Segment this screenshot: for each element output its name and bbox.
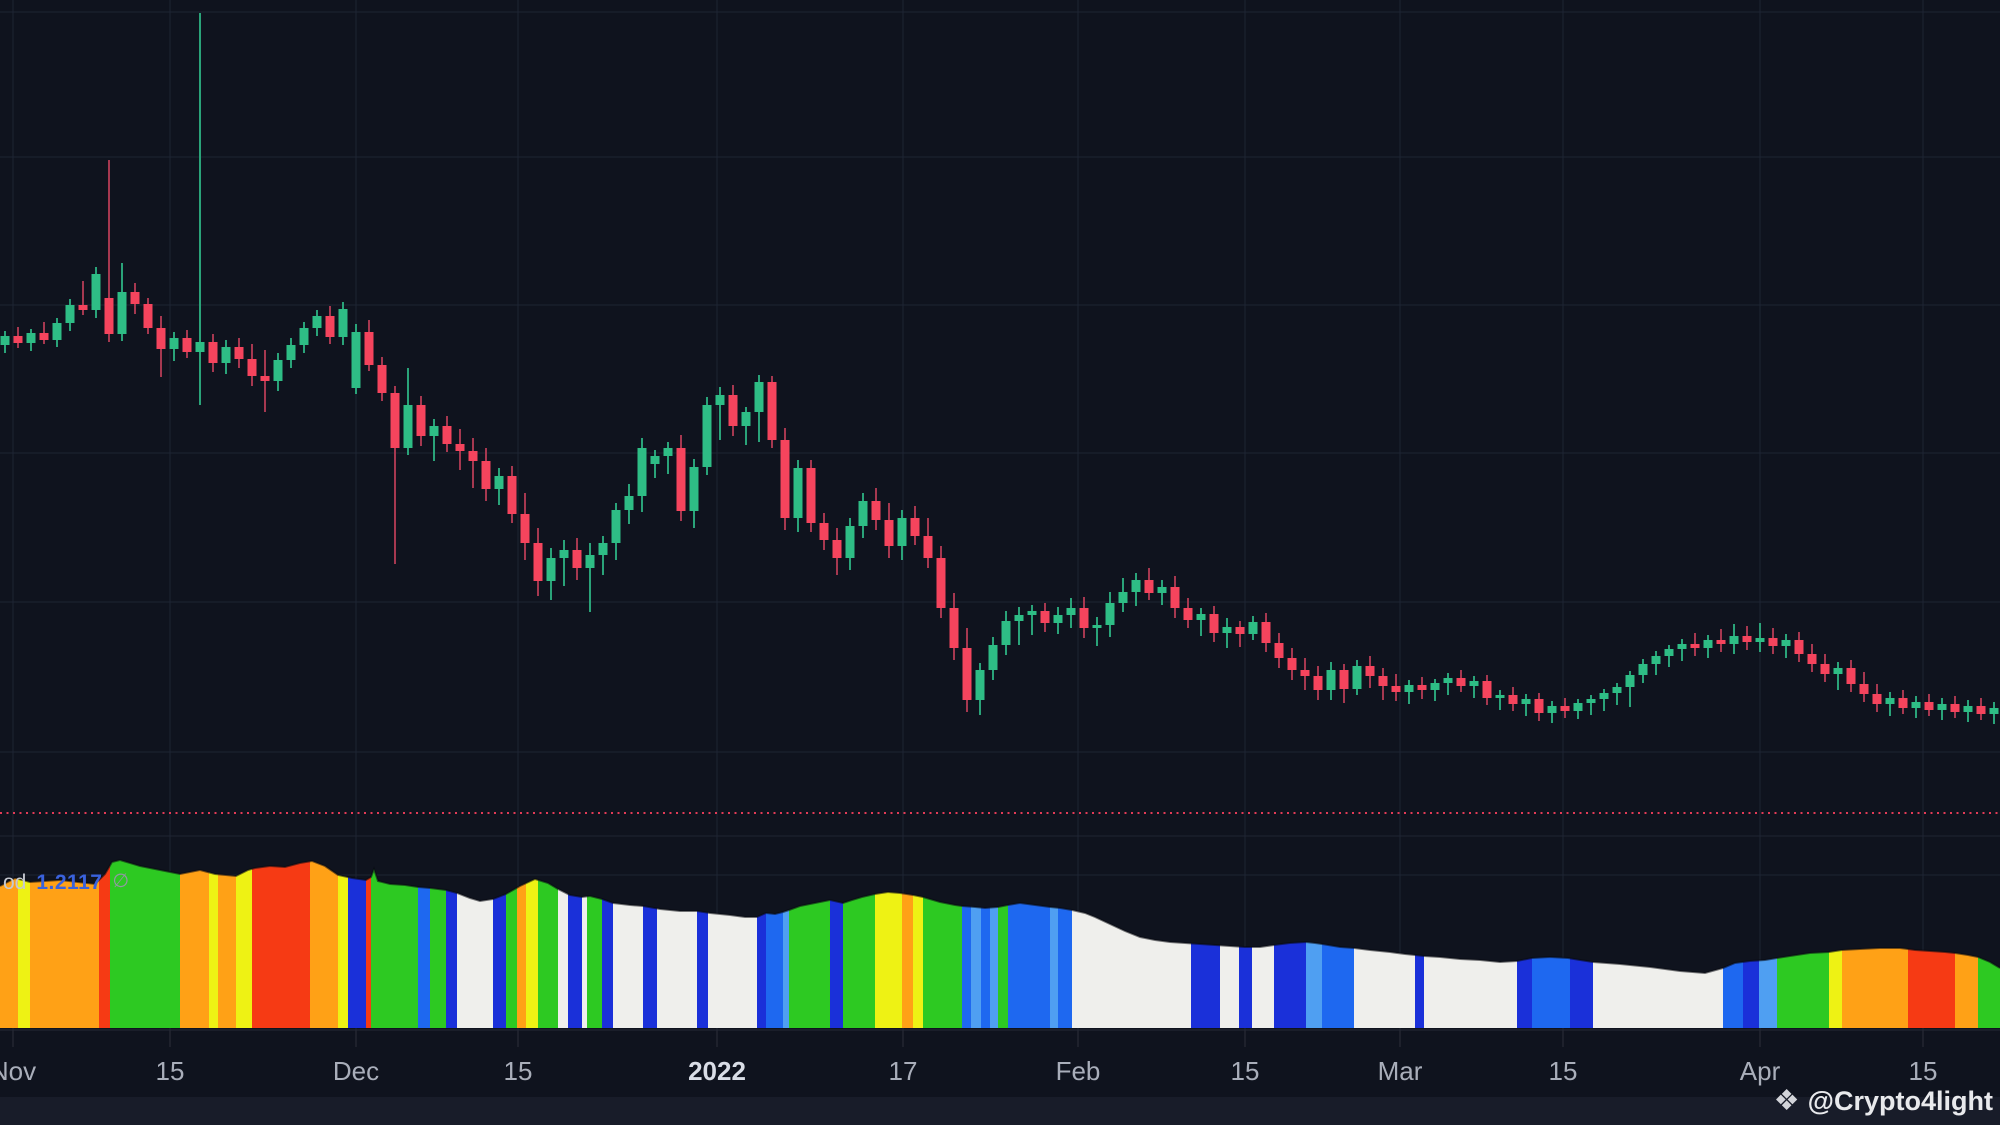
time-axis-label: Mar [1377, 1056, 1423, 1086]
watermark: ❖ @Crypto4light [1774, 1086, 1993, 1117]
four-diamonds-icon: ❖ [1773, 1085, 1800, 1117]
time-axis-label: 15 [1908, 1056, 1938, 1086]
candlestick-series [0, 13, 1999, 724]
time-axis-label: Nov [0, 1056, 37, 1086]
time-axis-label: 2022 [688, 1056, 746, 1086]
time-axis-label: 15 [1230, 1056, 1260, 1086]
bottom-strip [0, 1097, 2000, 1125]
watermark-handle: @Crypto4light [1807, 1086, 1993, 1116]
indicator-value: 1.2117 [36, 871, 103, 894]
indicator-name-fragment: od [3, 871, 27, 894]
indicator-legend-row: od 1.2117 ∅ [3, 870, 129, 895]
time-axis-label: Dec [332, 1056, 380, 1086]
time-axis-label: 15 [503, 1056, 533, 1086]
indicator-silhouette-edge [0, 858, 2000, 975]
eye-hidden-icon[interactable]: ∅ [112, 871, 129, 893]
time-axis-label: 17 [888, 1056, 918, 1086]
time-axis-label: 15 [1548, 1056, 1578, 1086]
time-axis-label: Feb [1055, 1056, 1101, 1086]
time-axis-label: 15 [155, 1056, 185, 1086]
time-axis-label: Apr [1739, 1056, 1781, 1086]
